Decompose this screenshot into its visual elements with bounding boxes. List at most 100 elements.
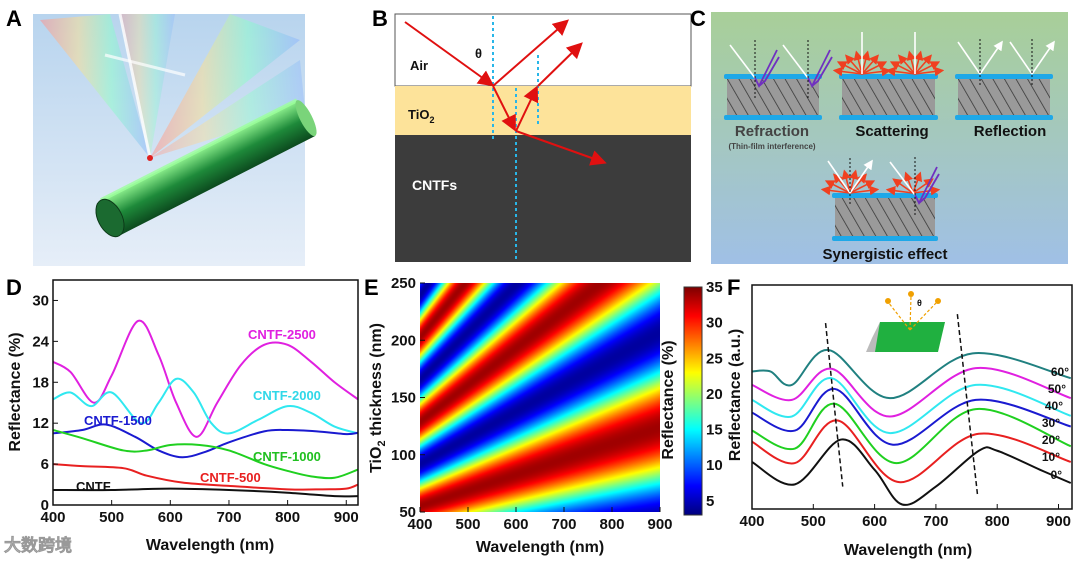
- refracted-ray: [754, 49, 780, 89]
- plot-frame: [52, 279, 359, 506]
- scatter-ray: [824, 180, 851, 194]
- scatter-ray: [898, 54, 916, 75]
- scatter-ray: [912, 171, 923, 194]
- scatter-ray: [820, 185, 851, 196]
- colorbar-tick-label: 5: [706, 493, 714, 510]
- ray-paths: [404, 19, 607, 166]
- y-tick-label: 18: [32, 374, 49, 391]
- panel-label-b: B: [372, 6, 388, 31]
- x-tick-label: 700: [216, 509, 241, 526]
- x-tick-label: 700: [551, 516, 576, 533]
- colorbar-tick-label: 20: [706, 386, 723, 403]
- air-layer: [394, 13, 692, 87]
- panel-label-c: C: [690, 6, 706, 31]
- tio2-layer: [395, 86, 691, 135]
- scattering-label: Scattering: [855, 123, 928, 140]
- scatter-ray: [914, 61, 941, 75]
- x-axis-label: Wavelength (nm): [146, 537, 274, 554]
- panel-label-f: F: [727, 275, 740, 300]
- light-cones-illustration: [40, 13, 305, 159]
- peak-shift-guide: [824, 323, 844, 487]
- refracted-ray: [807, 49, 833, 89]
- angle-inset-illustration: θ: [866, 291, 945, 352]
- scatter-ray: [885, 185, 914, 196]
- tio2-coating: [839, 74, 938, 79]
- panel-d-chart: D 400 500 600 700 800 900 0 6 12 18 24 30 Wavelengt…: [4, 275, 359, 555]
- reflected-ray: [1031, 40, 1055, 75]
- angle-label: 40°: [1045, 399, 1063, 413]
- y-tick-label: 200: [391, 332, 416, 349]
- plot-frame: [751, 284, 1073, 510]
- series-line-20°: [752, 402, 1072, 465]
- scatter-ray: [836, 61, 863, 75]
- panel-e-chart: E 400 500 600 700 800 900 50 100 150 200 250 5 10 15 2…: [364, 275, 723, 556]
- angle-label: 20°: [1042, 433, 1060, 447]
- cnt-fiber-illustration: [95, 98, 317, 238]
- incident-ray: [729, 44, 756, 79]
- y-axis-label: TiO2 thickness (nm): [368, 323, 388, 473]
- x-tick-label: 600: [503, 516, 528, 533]
- y-tick-label: 0: [41, 497, 49, 514]
- tio2-coating: [832, 193, 938, 198]
- series-line-CNTF-2000: [53, 377, 358, 435]
- panel-label-a: A: [6, 6, 22, 31]
- scatter-ray: [832, 66, 863, 77]
- tio2-coating: [832, 236, 938, 241]
- tio2-coating: [724, 74, 822, 79]
- tio2-coating: [839, 115, 938, 120]
- colorbar-tick-label: 25: [706, 350, 723, 367]
- watermark-logo: 大数跨境: [4, 535, 72, 555]
- incident-ray: [827, 160, 851, 194]
- series-label: CNTF-2500: [248, 327, 316, 342]
- film-blocks: [724, 32, 1055, 241]
- colorbar-tick-label: 30: [706, 315, 723, 332]
- y-tick-label: 24: [32, 333, 49, 350]
- y-tick-label: 12: [32, 415, 49, 432]
- scatter-ray: [889, 61, 916, 75]
- y-tick-label: 250: [391, 275, 416, 292]
- y-tick-label: 30: [32, 292, 49, 309]
- x-tick-label: 400: [407, 516, 432, 533]
- scatter-ray: [845, 54, 863, 75]
- panel-label-e: E: [364, 275, 379, 300]
- y-tick-label: 100: [391, 447, 416, 464]
- x-axis-label: Wavelength (nm): [476, 539, 604, 556]
- light-spot: [147, 155, 153, 161]
- incident-ray: [889, 161, 916, 196]
- colorbar-tick-label: 10: [706, 457, 723, 474]
- series-label: CNTF-1000: [253, 449, 321, 464]
- tio2-coating: [955, 115, 1053, 120]
- panel-label-d: D: [6, 275, 22, 300]
- series-label: CNTF-2000: [253, 388, 321, 403]
- tio2-label: TiO2: [408, 107, 434, 125]
- x-tick-label: 800: [599, 516, 624, 533]
- series-line-CNTF-1500: [53, 423, 358, 459]
- incident-ray: [957, 41, 981, 75]
- cntf-film-block: [842, 78, 935, 116]
- air-label: Air: [410, 58, 428, 73]
- x-tick-label: 600: [158, 509, 183, 526]
- y-tick-label: 150: [391, 390, 416, 407]
- scatter-ray: [861, 54, 879, 75]
- angle-label: 30°: [1042, 416, 1060, 430]
- x-tick-label: 900: [334, 509, 359, 526]
- series-line-CNTF-1000: [53, 429, 358, 480]
- x-tick-label: 800: [985, 513, 1010, 530]
- scatter-ray: [912, 185, 941, 196]
- y-tick-label: 6: [41, 456, 49, 473]
- reflected-ray: [849, 159, 873, 194]
- scatter-ray: [906, 50, 917, 75]
- colorbar-frame: [683, 286, 703, 516]
- x-tick-label: 700: [923, 513, 948, 530]
- peak-shift-guide: [956, 314, 979, 496]
- scatter-ray: [913, 50, 924, 75]
- tio2-coating: [955, 74, 1053, 79]
- cntfs-label: CNTFs: [412, 177, 457, 193]
- scatter-ray: [892, 178, 914, 194]
- colorbar: [684, 287, 702, 515]
- x-tick-label: 500: [455, 516, 480, 533]
- incident-ray: [1009, 41, 1033, 75]
- panel-f-chart: F θ 400 500 600 700 800 900 Wavelength (nm) R…: [727, 275, 1073, 559]
- scatter-ray: [861, 61, 888, 75]
